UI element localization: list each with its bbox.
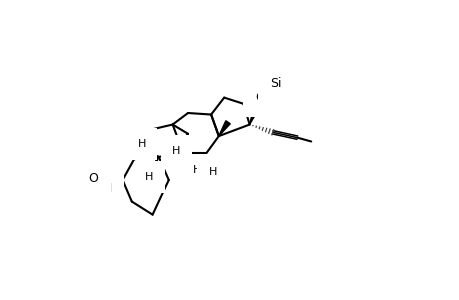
- Polygon shape: [183, 153, 197, 166]
- Text: H: H: [208, 167, 216, 177]
- Text: H: H: [172, 146, 180, 156]
- Polygon shape: [249, 104, 260, 124]
- Polygon shape: [142, 137, 147, 149]
- Text: N: N: [102, 182, 112, 195]
- Text: O: O: [88, 172, 98, 185]
- Polygon shape: [176, 134, 188, 147]
- Polygon shape: [149, 157, 158, 172]
- Text: O: O: [255, 91, 265, 104]
- Text: H: H: [193, 165, 201, 175]
- Text: H: H: [137, 139, 146, 149]
- Text: H: H: [145, 172, 153, 182]
- Polygon shape: [218, 121, 230, 136]
- Text: Si: Si: [269, 77, 281, 90]
